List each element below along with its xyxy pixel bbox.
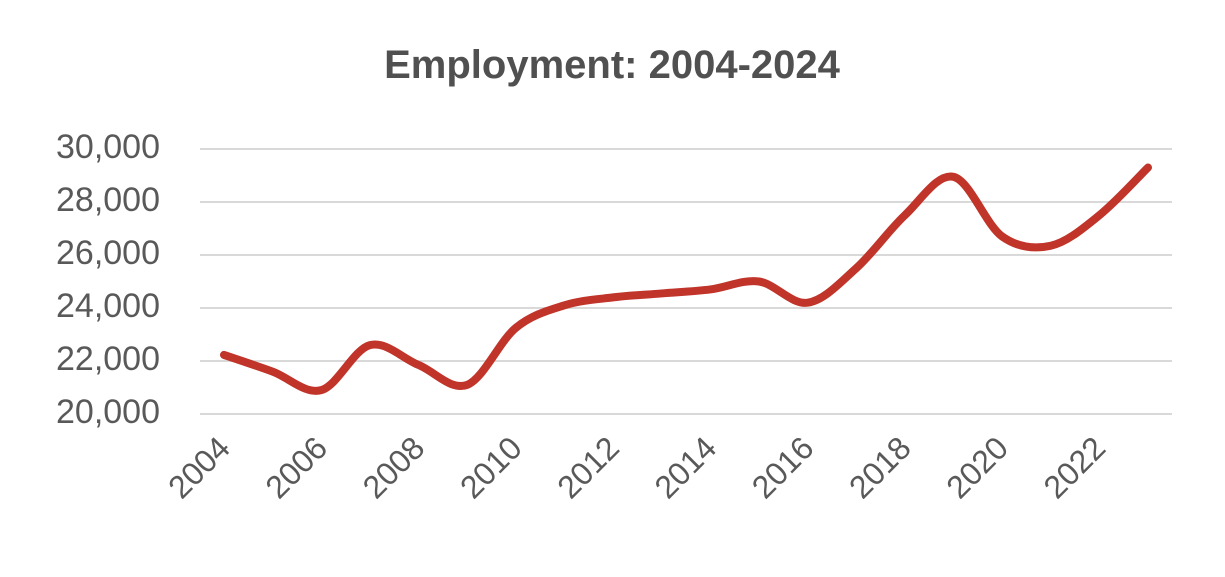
y-tick-label: 30,000 — [56, 128, 160, 166]
y-tick-label: 22,000 — [56, 340, 160, 378]
x-tick-label: 2010 — [453, 429, 529, 505]
x-tick-label: 2020 — [939, 429, 1015, 505]
y-tick-label: 24,000 — [56, 287, 160, 325]
y-tick-label: 26,000 — [56, 234, 160, 272]
x-tick-label: 2016 — [745, 429, 821, 505]
y-tick-label: 20,000 — [56, 393, 160, 431]
x-tick-label: 2004 — [161, 429, 237, 505]
x-tick-label: 2008 — [356, 429, 432, 505]
y-tick-label: 28,000 — [56, 181, 160, 219]
x-tick-label: 2022 — [1037, 429, 1113, 505]
x-tick-label: 2006 — [258, 429, 334, 505]
chart-title: Employment: 2004-2024 — [384, 43, 841, 87]
line-series — [220, 163, 1152, 395]
x-tick-label: 2014 — [647, 429, 723, 505]
x-tick-label: 2012 — [550, 429, 626, 505]
x-tick-label: 2018 — [842, 429, 918, 505]
